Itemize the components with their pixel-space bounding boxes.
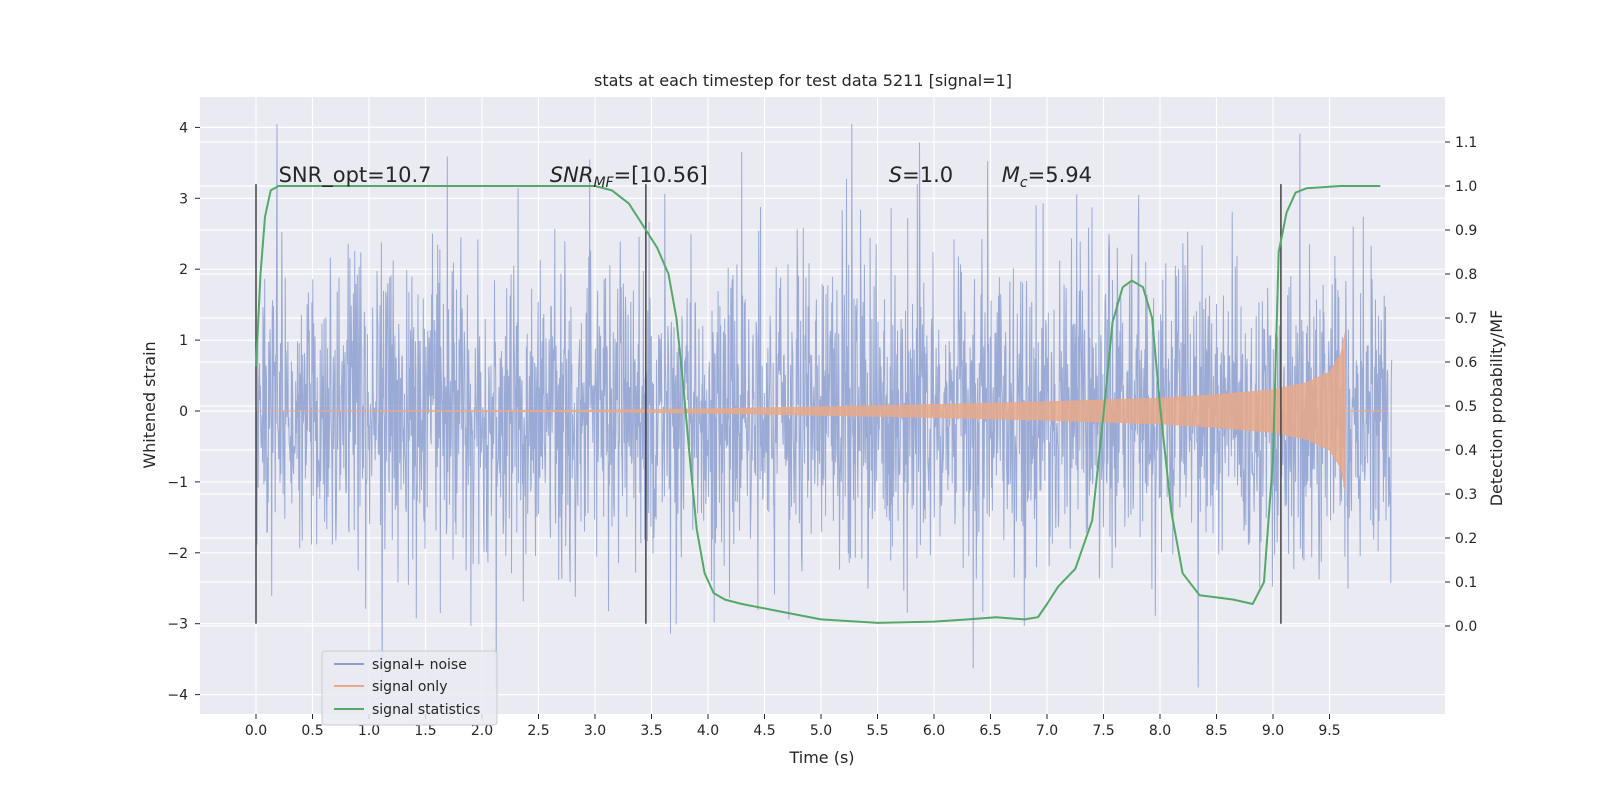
x-tick-label: 4.5: [753, 723, 775, 739]
chart-title: stats at each timestep for test data 521…: [594, 71, 1012, 90]
annotation-mc-value: Mc=5.94: [1002, 163, 1092, 191]
x-tick-label: 8.5: [1205, 723, 1227, 739]
x-tick-label: 2.0: [471, 723, 493, 739]
x-tick-label: 9.0: [1262, 723, 1284, 739]
x-tick-label: 6.5: [979, 723, 1001, 739]
annotation-snr-opt: SNR_opt=10.7: [279, 163, 432, 188]
y-right-tick-label: 0.2: [1455, 531, 1477, 547]
y-left-tick-label: −2: [167, 546, 188, 562]
y-right-tick-label: 0.0: [1455, 619, 1477, 635]
annotation-s-value: S=1.0: [889, 163, 953, 187]
vertical-markers: [255, 184, 1282, 624]
y-left-axis-ticks: −4 −3 −2 −1 0 1 2 3 4: [167, 120, 200, 704]
legend-label-signal: signal only: [372, 679, 447, 695]
y-right-tick-label: 0.4: [1455, 443, 1477, 459]
y-right-tick-label: 1.0: [1455, 179, 1477, 195]
legend-box: [321, 650, 498, 726]
x-tick-label: 2.5: [527, 723, 549, 739]
y-left-tick-label: 4: [179, 120, 188, 136]
legend-label-noise: signal+ noise: [372, 657, 467, 673]
signal-only-envelope: [256, 331, 1346, 491]
legend-label-stats: signal statistics: [372, 702, 480, 718]
x-tick-label: 7.5: [1092, 723, 1114, 739]
signal-statistics-line: [255, 185, 1381, 624]
x-tick-label: 5.0: [810, 723, 832, 739]
series-signal-statistics: [255, 185, 1381, 624]
y-left-tick-label: 0: [179, 404, 188, 420]
series-signal-plus-noise: [255, 123, 1393, 688]
x-axis-label: Time (s): [788, 748, 854, 767]
annotations: SNR_opt=10.7 SNRMF=[10.56] S=1.0 Mc=5.94: [279, 163, 1092, 191]
y-right-tick-label: 0.7: [1455, 311, 1477, 327]
y-left-axis-label: Whitened strain: [140, 341, 159, 468]
y-right-tick-label: 1.1: [1455, 135, 1477, 151]
y-right-tick-label: 0.9: [1455, 223, 1477, 239]
x-tick-label: 4.0: [697, 723, 719, 739]
x-tick-label: 3.5: [640, 723, 662, 739]
legend: signal+ noise signal only signal statist…: [321, 650, 498, 726]
x-tick-label: 1.0: [358, 723, 380, 739]
x-tick-label: 0.5: [301, 723, 323, 739]
x-tick-label: 7.0: [1036, 723, 1058, 739]
y-right-tick-label: 0.8: [1455, 267, 1477, 283]
y-right-tick-label: 0.5: [1455, 399, 1477, 415]
x-tick-label: 6.0: [923, 723, 945, 739]
x-tick-label: 1.5: [414, 723, 436, 739]
x-tick-label: 5.5: [866, 723, 888, 739]
y-right-tick-label: 0.1: [1455, 575, 1477, 591]
y-left-tick-label: −3: [167, 617, 188, 633]
annotation-snr-mf: SNRMF=[10.56]: [550, 163, 708, 191]
x-tick-label: 8.0: [1149, 723, 1171, 739]
y-left-tick-label: −4: [167, 688, 188, 704]
y-left-tick-label: −1: [167, 475, 188, 491]
series-signal-only: [256, 331, 1386, 491]
x-axis-ticks: 0.0 0.5 1.0 1.5 2.0 2.5 3.0 3.5 4.0 4.5 5.0 5.5 6.0 6…: [245, 714, 1341, 739]
y-left-tick-label: 3: [179, 191, 188, 207]
y-left-tick-label: 2: [179, 262, 188, 278]
x-tick-label: 3.0: [584, 723, 606, 739]
x-tick-label: 0.0: [245, 723, 267, 739]
signal-plus-noise-line: [255, 123, 1393, 688]
y-right-axis-ticks: 0.0 0.1 0.2 0.3 0.4 0.5 0.6 0.7 0.8 0.9 1.0 1.1: [1445, 135, 1477, 635]
y-right-tick-label: 0.6: [1455, 355, 1477, 371]
y-right-axis-label: Detection probability/MF: [1487, 310, 1506, 507]
y-left-tick-label: 1: [179, 333, 188, 349]
y-right-tick-label: 0.3: [1455, 487, 1477, 503]
x-tick-label: 9.5: [1318, 723, 1340, 739]
